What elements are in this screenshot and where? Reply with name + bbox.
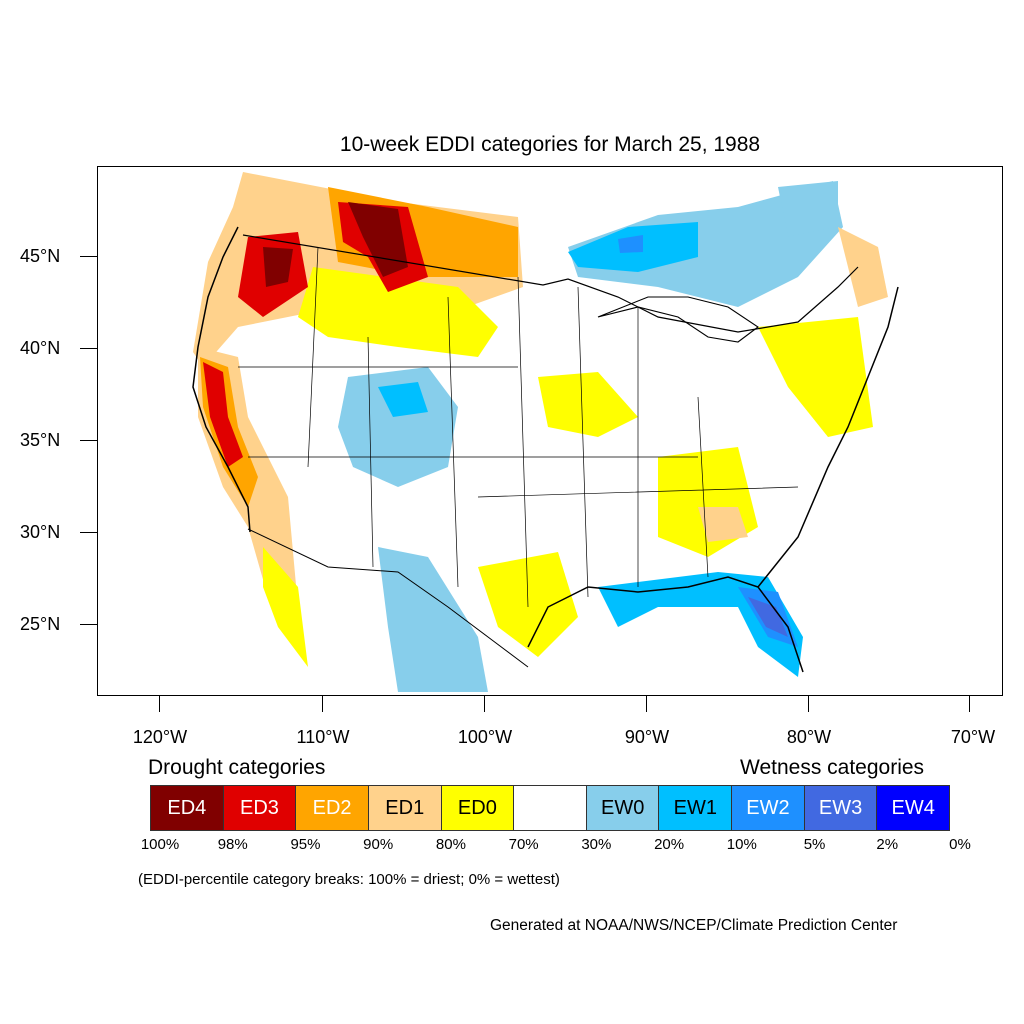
- legend-category-ed2: ED2: [295, 785, 368, 831]
- map-title: 10-week EDDI categories for March 25, 19…: [339, 133, 761, 156]
- lon-label-70: 70°W: [950, 727, 996, 747]
- lat-tick: [80, 256, 97, 258]
- lat-tick: [80, 440, 97, 442]
- lon-label-90: 90°W: [624, 727, 670, 747]
- percentile-labels: 100% 98% 95% 90% 80% 70% 30% 20% 10% 5% 2% 0%: [0, 836, 1024, 856]
- percentile-label: 95%: [290, 836, 321, 853]
- drought-midwest-ed0: [538, 372, 638, 437]
- lon-label-100: 100°W: [457, 727, 513, 747]
- lon-label-120: 120°W: [132, 727, 188, 747]
- percentile-label: 80%: [435, 836, 466, 853]
- lat-label-45: 45°N: [20, 246, 61, 266]
- us-canada-border: [242, 234, 859, 333]
- wet-southwest-ew1: [378, 382, 428, 417]
- percentile-label: 70%: [508, 836, 539, 853]
- wet-region-canada: [568, 181, 843, 307]
- gulf-coastline: [527, 576, 804, 673]
- legend-color-bar: ED4 ED3 ED2 ED1 ED0 EW0 EW1 EW2 EW3 EW4: [150, 785, 951, 831]
- east-coastline: [757, 286, 899, 588]
- lat-label-35: 35°N: [20, 430, 61, 450]
- wet-florida-ew3: [748, 597, 788, 637]
- drought-nw-ed0: [298, 267, 498, 357]
- legend-category-ed0: ED0: [440, 785, 514, 831]
- percentile-label: 100%: [140, 836, 180, 853]
- west-coastline: [192, 226, 251, 533]
- legend-category-ed3: ED3: [222, 785, 296, 831]
- state-lines: [238, 246, 799, 608]
- us-mexico-border: [247, 528, 529, 668]
- drought-southeast-ed1: [698, 507, 748, 542]
- lat-tick: [80, 624, 97, 626]
- wet-mexico: [378, 547, 488, 692]
- wet-region-canada-ew2: [618, 235, 643, 253]
- lat-tick: [80, 348, 97, 350]
- lon-tick: [646, 696, 648, 712]
- drought-northeast-ed0: [758, 317, 873, 437]
- legend-category-ew1: EW1: [658, 785, 732, 831]
- lon-tick: [969, 696, 971, 712]
- lon-tick: [484, 696, 486, 712]
- drought-westcoast-ed3: [203, 362, 243, 467]
- great-lakes-outline: [597, 296, 759, 343]
- percentile-label: 0%: [949, 836, 971, 853]
- percentile-label: 10%: [726, 836, 757, 853]
- percentile-label: 2%: [876, 836, 899, 853]
- lat-label-30: 30°N: [20, 522, 61, 542]
- lat-label-40: 40°N: [20, 338, 61, 358]
- percentile-label: 30%: [581, 836, 612, 853]
- legend-category-ew2: EW2: [731, 785, 804, 831]
- lon-tick: [808, 696, 810, 712]
- legend-category-neutral: [513, 785, 586, 831]
- percentile-label: 98%: [217, 836, 248, 853]
- drought-categories-heading: Drought categories: [148, 756, 326, 779]
- credit-line: Generated at NOAA/NWS/NCEP/Climate Predi…: [490, 917, 898, 934]
- drought-northeast-ed1: [838, 227, 888, 307]
- percentile-label: 5%: [803, 836, 826, 853]
- percentile-label: 90%: [363, 836, 394, 853]
- eddi-map-svg: [192, 172, 899, 692]
- drought-nw-ed4-a: [263, 247, 293, 287]
- lat-label-25: 25°N: [20, 614, 61, 634]
- percentile-label: 20%: [654, 836, 685, 853]
- lat-tick: [80, 532, 97, 534]
- lon-tick: [159, 696, 161, 712]
- legend-category-ew0: EW0: [585, 785, 659, 831]
- wetness-categories-heading: Wetness categories: [740, 756, 925, 779]
- eddi-map: [97, 166, 1003, 696]
- wet-northeast-ew0: [778, 181, 838, 237]
- lon-label-80: 80°W: [786, 727, 832, 747]
- category-breaks-note: (EDDI-percentile category breaks: 100% =…: [138, 871, 560, 888]
- legend-category-ew3: EW3: [803, 785, 877, 831]
- lon-tick: [322, 696, 324, 712]
- legend-category-ed1: ED1: [367, 785, 441, 831]
- legend-category-ed4: ED4: [150, 785, 223, 831]
- drought-baja-ed0: [263, 547, 308, 667]
- drought-nw-ed4-b: [348, 202, 408, 277]
- legend-category-ew4: EW4: [876, 785, 951, 831]
- lon-label-110: 110°W: [296, 727, 350, 747]
